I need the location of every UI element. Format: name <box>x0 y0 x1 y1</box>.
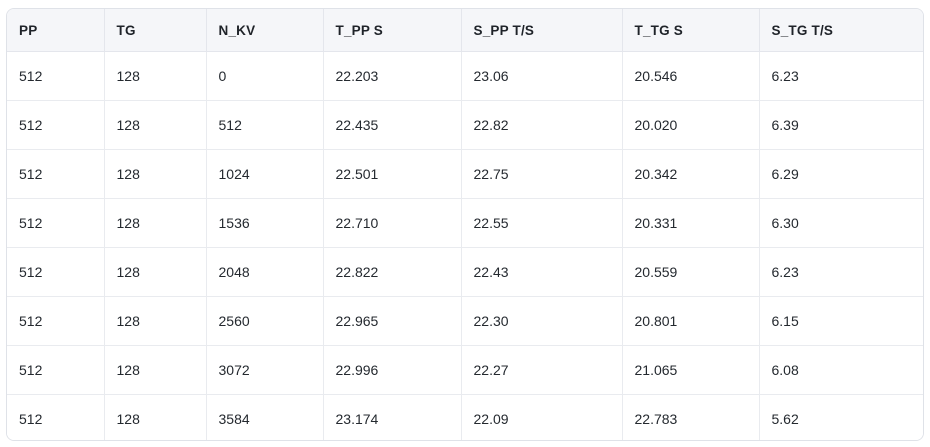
table-cell: 22.27 <box>461 345 623 395</box>
benchmark-table: PP TG N_KV T_PP S S_PP T/S T_TG S S_TG T… <box>7 9 923 440</box>
table-cell: 20.020 <box>622 100 760 150</box>
table-row: 512 128 1024 22.501 22.75 20.342 6.29 <box>7 149 923 199</box>
table-cell: 22.710 <box>323 198 462 248</box>
table-cell: 6.23 <box>759 51 923 101</box>
table-row: 512 128 512 22.435 22.82 20.020 6.39 <box>7 100 923 150</box>
table-cell: 22.822 <box>323 247 462 297</box>
table-cell: 128 <box>104 51 207 101</box>
table-row: 512 128 1536 22.710 22.55 20.331 6.30 <box>7 198 923 248</box>
table-cell: 6.30 <box>759 198 923 248</box>
table-cell: 128 <box>104 394 207 440</box>
column-header-t-tg-s: T_TG S <box>622 9 760 52</box>
table-cell: 22.996 <box>323 345 462 395</box>
table-cell: 512 <box>206 100 324 150</box>
table-cell: 1024 <box>206 149 324 199</box>
table-cell: 22.82 <box>461 100 623 150</box>
table-cell: 6.39 <box>759 100 923 150</box>
column-header-s-pp-ts: S_PP T/S <box>461 9 623 52</box>
column-header-pp: PP <box>7 9 105 52</box>
table-cell: 2048 <box>206 247 324 297</box>
table-cell: 22.55 <box>461 198 623 248</box>
table-cell: 512 <box>7 394 105 440</box>
table-cell: 128 <box>104 247 207 297</box>
table-cell: 128 <box>104 198 207 248</box>
table-cell: 2560 <box>206 296 324 346</box>
column-header-s-tg-ts: S_TG T/S <box>759 9 923 52</box>
table-cell: 22.203 <box>323 51 462 101</box>
table-cell: 512 <box>7 296 105 346</box>
benchmark-table-container: PP TG N_KV T_PP S S_PP T/S T_TG S S_TG T… <box>6 8 924 441</box>
table-cell: 21.065 <box>622 345 760 395</box>
table-cell: 512 <box>7 100 105 150</box>
table-cell: 22.30 <box>461 296 623 346</box>
table-cell: 0 <box>206 51 324 101</box>
column-header-tg: TG <box>104 9 207 52</box>
table-cell: 22.09 <box>461 394 623 440</box>
table-cell: 512 <box>7 198 105 248</box>
table-cell: 20.546 <box>622 51 760 101</box>
table-cell: 128 <box>104 100 207 150</box>
table-cell: 22.501 <box>323 149 462 199</box>
table-cell: 23.06 <box>461 51 623 101</box>
table-row: 512 128 3584 23.174 22.09 22.783 5.62 <box>7 394 923 440</box>
table-cell: 512 <box>7 345 105 395</box>
table-row: 512 128 0 22.203 23.06 20.546 6.23 <box>7 51 923 101</box>
table-cell: 23.174 <box>323 394 462 440</box>
table-cell: 128 <box>104 296 207 346</box>
table-cell: 512 <box>7 149 105 199</box>
table-cell: 3584 <box>206 394 324 440</box>
table-cell: 22.965 <box>323 296 462 346</box>
table-cell: 6.08 <box>759 345 923 395</box>
table-cell: 128 <box>104 345 207 395</box>
table-cell: 22.75 <box>461 149 623 199</box>
table-cell: 20.559 <box>622 247 760 297</box>
table-cell: 5.62 <box>759 394 923 440</box>
table-cell: 512 <box>7 51 105 101</box>
table-row: 512 128 3072 22.996 22.27 21.065 6.08 <box>7 345 923 395</box>
table-cell: 1536 <box>206 198 324 248</box>
table-cell: 6.29 <box>759 149 923 199</box>
column-header-n-kv: N_KV <box>206 9 324 52</box>
table-cell: 22.435 <box>323 100 462 150</box>
table-cell: 128 <box>104 149 207 199</box>
table-row: 512 128 2048 22.822 22.43 20.559 6.23 <box>7 247 923 297</box>
table-cell: 22.783 <box>622 394 760 440</box>
table-cell: 20.801 <box>622 296 760 346</box>
table-row: 512 128 2560 22.965 22.30 20.801 6.15 <box>7 296 923 346</box>
table-cell: 3072 <box>206 345 324 395</box>
table-header-row: PP TG N_KV T_PP S S_PP T/S T_TG S S_TG T… <box>7 9 923 52</box>
table-cell: 22.43 <box>461 247 623 297</box>
table-cell: 20.331 <box>622 198 760 248</box>
column-header-t-pp-s: T_PP S <box>323 9 462 52</box>
table-cell: 512 <box>7 247 105 297</box>
table-cell: 20.342 <box>622 149 760 199</box>
table-cell: 6.15 <box>759 296 923 346</box>
table-cell: 6.23 <box>759 247 923 297</box>
